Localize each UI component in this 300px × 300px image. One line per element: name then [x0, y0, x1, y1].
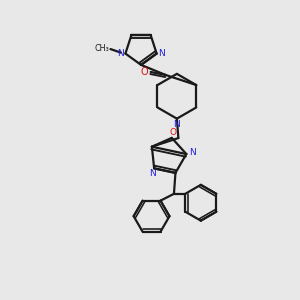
Text: N: N — [149, 169, 156, 178]
Text: O: O — [170, 128, 177, 137]
Text: N: N — [173, 119, 180, 128]
Text: N: N — [190, 148, 196, 157]
Text: N: N — [118, 49, 124, 58]
Text: CH₃: CH₃ — [94, 44, 109, 53]
Text: O: O — [141, 67, 148, 77]
Text: N: N — [158, 49, 164, 58]
